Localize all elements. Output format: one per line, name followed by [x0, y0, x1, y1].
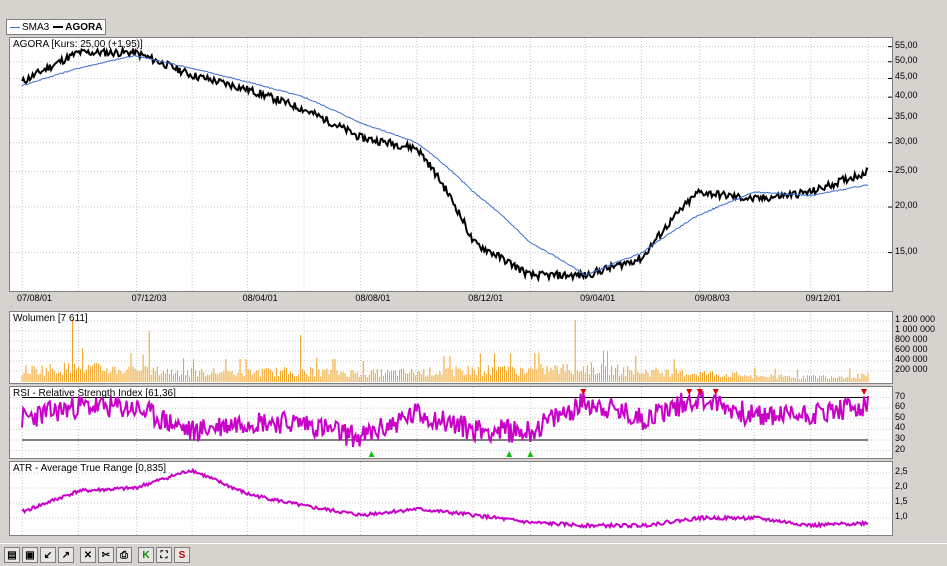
legend-label-sma: SMA3: [22, 21, 50, 33]
s-icon[interactable]: S: [174, 547, 190, 563]
rsi-oversold-marker: [368, 451, 375, 457]
chart-down-icon[interactable]: ↙: [40, 547, 56, 563]
atr-panel[interactable]: ATR - Average True Range [0,835]: [9, 461, 893, 536]
atr-line: [21, 467, 869, 530]
series-line-agora: [21, 45, 869, 283]
chart-window: AGORA [Kurs: 25,00 (+1,95)] SMA3 AGORA 5…: [6, 19, 936, 536]
series-line-sma3: [21, 54, 869, 277]
price-y-tick-label: 20,00: [895, 200, 918, 211]
legend-line-sma: [10, 26, 20, 28]
price-y-tick-label: 35,00: [895, 111, 918, 122]
rsi-chart: [10, 387, 892, 458]
volume-chart: [10, 312, 892, 383]
legend-label-agora: AGORA: [65, 21, 103, 33]
price-x-tick-label: 09/08/03: [694, 293, 730, 303]
volume-y-tick-label: 800 000: [895, 334, 928, 344]
price-x-tick-label: 09/04/01: [580, 293, 616, 303]
price-x-tick-label: 07/08/01: [17, 293, 53, 303]
atr-y-tick-label: 1,5: [895, 496, 908, 506]
price-x-tick-label: 09/12/01: [805, 293, 841, 303]
volume-y-tick-label: 600 000: [895, 344, 928, 354]
rsi-line: [21, 387, 869, 448]
atr-y-tick-label: 2,0: [895, 481, 908, 491]
rsi-overbought-marker: [686, 389, 693, 395]
price-y-tick-label: 25,00: [895, 164, 918, 175]
atr-y-tick-label: 2,5: [895, 466, 908, 476]
volume-y-tick-label: 1 000 000: [895, 324, 936, 334]
price-y-tick-label: 55,00: [895, 39, 918, 50]
price-y-tick-label: 15,00: [895, 245, 918, 256]
atr-panel-title: ATR - Average True Range [0,835]: [13, 463, 167, 474]
rsi-panel-title: RSI - Relative Strength Index [61,36]: [13, 388, 176, 399]
rsi-y-tick-label: 20: [895, 443, 906, 454]
rsi-y-tick-label: 70: [895, 390, 906, 401]
price-y-tick-label: 40,00: [895, 90, 918, 101]
price-panel[interactable]: AGORA [Kurs: 25,00 (+1,95)]: [9, 37, 893, 292]
k-icon[interactable]: K: [138, 547, 154, 563]
rsi-overbought-marker: [861, 389, 868, 395]
volume-panel[interactable]: Wolumen [7 611]: [9, 311, 893, 384]
save-icon[interactable]: ▣: [22, 547, 38, 563]
bottom-toolbar: ▤ ▣ ↙ ↗ ✕ ✂ ⎙ K ⛶ S: [0, 543, 947, 566]
legend-item-sma: SMA3: [10, 22, 49, 33]
delete-icon[interactable]: ✕: [80, 547, 96, 563]
chart-legend: SMA3 AGORA: [6, 19, 107, 35]
price-y-tick-label: 50,00: [895, 54, 918, 65]
open-icon[interactable]: ▤: [4, 547, 20, 563]
legend-item-agora: AGORA: [53, 22, 102, 33]
price-x-tick-label: 08/12/01: [468, 293, 504, 303]
atr-chart: [10, 462, 892, 535]
rsi-overbought-marker: [712, 389, 719, 395]
price-panel-title: AGORA [Kurs: 25,00 (+1,95)]: [13, 39, 143, 50]
price-chart: [10, 38, 892, 291]
price-x-tick-label: 08/08/01: [355, 293, 391, 303]
atr-y-tick-label: 1,0: [895, 511, 908, 521]
rsi-y-tick-label: 50: [895, 411, 906, 422]
legend-line-agora: [53, 26, 64, 28]
price-y-tick-label: 30,00: [895, 135, 918, 146]
chart-up-icon[interactable]: ↗: [58, 547, 74, 563]
rsi-panel[interactable]: RSI - Relative Strength Index [61,36]: [9, 386, 893, 459]
rsi-y-tick-label: 60: [895, 401, 906, 412]
volume-panel-title: Wolumen [7 611]: [13, 313, 88, 324]
rsi-oversold-marker: [527, 451, 534, 457]
price-x-tick-label: 08/04/01: [242, 293, 278, 303]
fullscreen-icon[interactable]: ⛶: [156, 547, 172, 563]
volume-y-tick-label: 400 000: [895, 354, 928, 364]
rsi-overbought-marker: [580, 389, 587, 395]
rsi-oversold-marker: [506, 451, 513, 457]
price-x-tick-label: 07/12/03: [131, 293, 167, 303]
rsi-overbought-marker: [696, 389, 703, 395]
price-y-tick-label: 45,00: [895, 71, 918, 82]
cut-icon[interactable]: ✂: [98, 547, 114, 563]
print-icon[interactable]: ⎙: [116, 547, 132, 563]
rsi-y-tick-label: 40: [895, 422, 906, 433]
volume-y-tick-label: 200 000: [895, 364, 928, 374]
volume-y-tick-label: 1 200 000: [895, 314, 936, 324]
rsi-y-tick-label: 30: [895, 433, 906, 444]
